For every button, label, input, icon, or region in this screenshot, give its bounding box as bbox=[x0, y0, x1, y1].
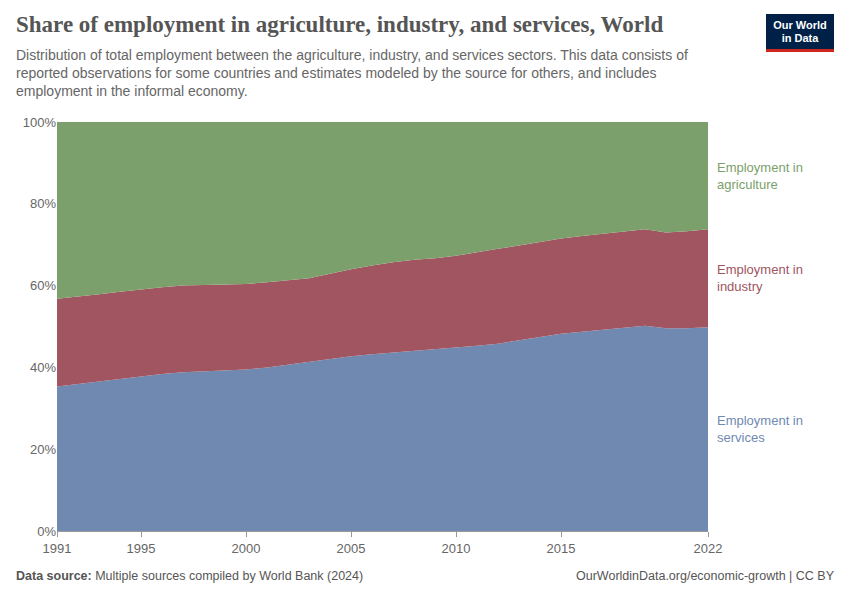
html-text:Our World in Data: Our World in Data bbox=[773, 18, 827, 44]
svg-text:2010: 2010 bbox=[442, 541, 471, 556]
html-text:Data source: Multiple sources: Data source: Multiple sources compiled b… bbox=[16, 569, 364, 583]
svg-text:2022: 2022 bbox=[694, 541, 723, 556]
svg-text:40%: 40% bbox=[30, 360, 56, 375]
svg-text:100%: 100% bbox=[23, 115, 57, 130]
svg-text:80%: 80% bbox=[30, 196, 56, 211]
svg-text:20%: 20% bbox=[30, 442, 56, 457]
svg-text:2000: 2000 bbox=[232, 541, 261, 556]
svg-text:2015: 2015 bbox=[547, 541, 576, 556]
svg-text:1995: 1995 bbox=[127, 541, 156, 556]
html-text:OurWorldinData.org/economic-gr: OurWorldinData.org/economic-growth | CC … bbox=[576, 569, 834, 583]
html-text:Share of employment in agricul: Share of employment in agriculture, indu… bbox=[16, 12, 664, 37]
svg-text:0%: 0% bbox=[37, 524, 56, 539]
svg-text:1991: 1991 bbox=[43, 541, 72, 556]
html-text:Distribution of total employme: Distribution of total employment between… bbox=[16, 47, 688, 99]
svg-text:Employment inindustry: Employment inindustry bbox=[717, 262, 803, 294]
svg-text:60%: 60% bbox=[30, 278, 56, 293]
svg-text:Employment inagriculture: Employment inagriculture bbox=[717, 160, 803, 192]
svg-text:Employment inservices: Employment inservices bbox=[717, 413, 803, 445]
svg-text:2005: 2005 bbox=[337, 541, 366, 556]
